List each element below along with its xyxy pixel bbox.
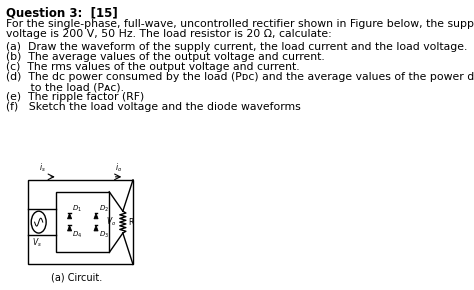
Text: $i_o$: $i_o$ (115, 161, 122, 174)
Text: (a) Circuit.: (a) Circuit. (51, 272, 103, 282)
Polygon shape (67, 213, 72, 219)
Text: $V_o$: $V_o$ (106, 216, 116, 229)
Text: $D_2$: $D_2$ (99, 204, 109, 214)
Text: $V_s$: $V_s$ (32, 236, 42, 249)
Text: to the load (Pᴀᴄ).: to the load (Pᴀᴄ). (6, 82, 124, 92)
Text: (f)   Sketch the load voltage and the diode waveforms: (f) Sketch the load voltage and the diod… (6, 102, 301, 112)
Text: (a)  Draw the waveform of the supply current, the load current and the load volt: (a) Draw the waveform of the supply curr… (6, 43, 467, 52)
Text: Question 3:  [15]: Question 3: [15] (6, 7, 118, 20)
Text: $D_3$: $D_3$ (99, 230, 109, 240)
Text: (e)  The ripple factor (RF): (e) The ripple factor (RF) (6, 92, 145, 102)
Polygon shape (94, 213, 98, 219)
Bar (56, 192, 109, 253)
Polygon shape (94, 225, 98, 231)
Text: (d)  The dc power consumed by the load (Pᴅᴄ) and the average values of the power: (d) The dc power consumed by the load (P… (6, 72, 474, 82)
Text: (b)  The average values of the output voltage and current.: (b) The average values of the output vol… (6, 52, 325, 62)
Text: voltage is 200 V, 50 Hz. The load resistor is 20 Ω, calculate:: voltage is 200 V, 50 Hz. The load resist… (6, 28, 332, 39)
Text: For the single-phase, full-wave, uncontrolled rectifier shown in Figure below, t: For the single-phase, full-wave, uncontr… (6, 19, 474, 29)
Text: R: R (128, 218, 133, 226)
Text: $i_s$: $i_s$ (39, 161, 46, 174)
Polygon shape (67, 225, 72, 231)
Text: (c)  The rms values of the output voltage and current.: (c) The rms values of the output voltage… (6, 62, 300, 72)
Text: $D_4$: $D_4$ (72, 230, 82, 240)
Bar (28, 180, 133, 264)
Text: $D_1$: $D_1$ (72, 204, 82, 214)
